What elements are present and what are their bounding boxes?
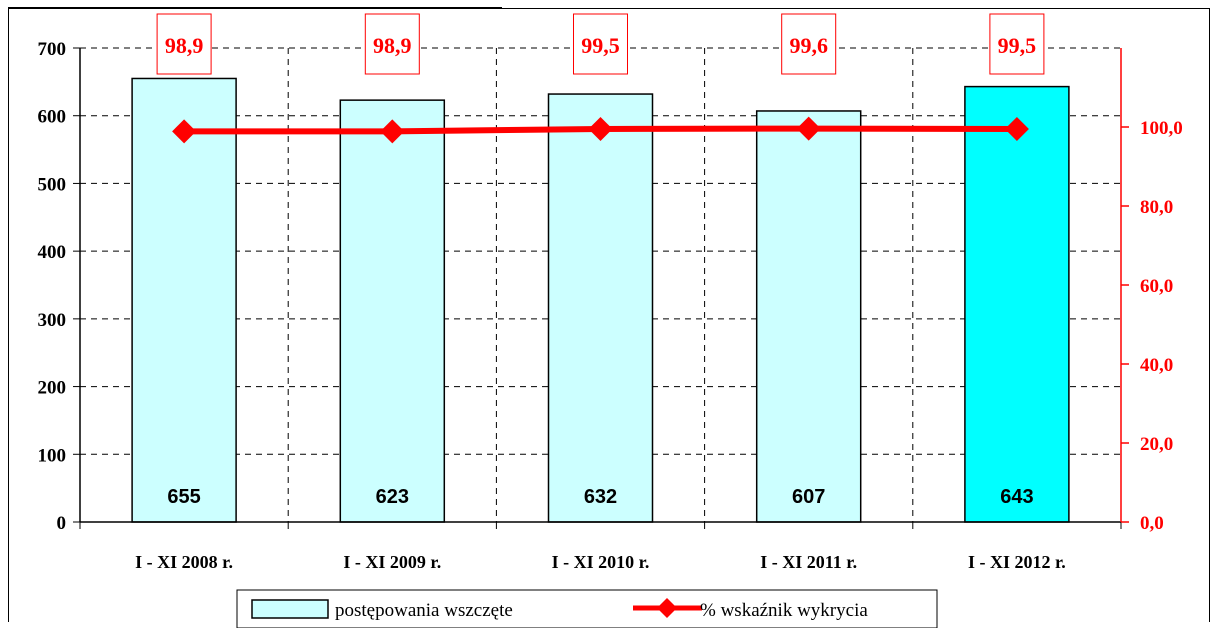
bar <box>339 99 446 523</box>
line-marker <box>796 116 821 141</box>
pct-label-box <box>364 13 420 75</box>
category-label: I - XI 2008 r. <box>135 552 233 572</box>
pct-label-box <box>781 13 837 75</box>
bar-value-label: 623 <box>376 486 409 508</box>
pct-label-box <box>989 13 1045 75</box>
labels: 655 623 632 607 643 98,9 98,9 99,5 99,6 99,5 <box>156 13 1045 508</box>
left-tick-label: 400 <box>38 242 67 263</box>
right-tick-label: 80,0 <box>1140 197 1173 218</box>
bar <box>131 77 237 523</box>
left-tick-label: 300 <box>38 310 67 331</box>
left-tick-label: 700 <box>38 39 67 60</box>
right-tick-label: 40,0 <box>1140 355 1173 376</box>
line-marker <box>380 119 405 144</box>
pct-value-label: 98,9 <box>373 33 412 58</box>
line-marker <box>172 119 197 144</box>
pct-label-box <box>573 13 628 75</box>
line-marker <box>588 116 613 141</box>
pct-value-label: 99,5 <box>581 33 620 58</box>
axes: 0 100 200 300 400 500 600 700 I - XI 2008 r. I - … <box>38 39 1183 572</box>
left-tick-label: 100 <box>38 445 67 466</box>
bar <box>964 85 1070 523</box>
legend-line-marker <box>657 598 677 618</box>
right-tick-label: 60,0 <box>1140 276 1173 297</box>
category-label: I - XI 2009 r. <box>343 552 441 572</box>
bar-value-label: 632 <box>584 486 617 508</box>
line-series <box>172 116 1029 144</box>
legend-bar-label: postępowania wszczęte <box>335 600 513 621</box>
left-tick-label: 200 <box>38 378 67 399</box>
bars <box>131 77 1070 523</box>
legend: postępowania wszczęte % wskaźnik wykryci… <box>236 589 938 628</box>
category-label: I - XI 2010 r. <box>552 552 650 572</box>
bar-value-label: 607 <box>792 486 825 508</box>
legend-line-label: % wskaźnik wykrycia <box>700 600 868 621</box>
line-marker <box>1004 116 1029 141</box>
legend-box <box>236 589 938 628</box>
legend-bar-swatch <box>251 599 329 619</box>
right-tick-label: 0,0 <box>1140 513 1164 534</box>
bar <box>547 93 654 523</box>
bar-value-label: 655 <box>167 486 200 508</box>
chart-frame <box>8 8 1210 622</box>
right-tick-label: 20,0 <box>1140 434 1173 455</box>
pct-value-label: 99,5 <box>998 33 1037 58</box>
left-tick-label: 500 <box>38 174 67 195</box>
pct-value-label: 98,9 <box>165 33 204 58</box>
pct-label-box <box>156 13 212 75</box>
left-tick-label: 0 <box>57 513 67 534</box>
pct-value-label: 99,6 <box>789 33 828 58</box>
category-label: I - XI 2012 r. <box>968 552 1066 572</box>
category-label: I - XI 2011 r. <box>760 552 857 572</box>
bar <box>755 110 862 523</box>
bar-value-label: 643 <box>1000 486 1033 508</box>
right-tick-label: 100,0 <box>1140 118 1183 139</box>
left-tick-label: 600 <box>38 107 67 128</box>
